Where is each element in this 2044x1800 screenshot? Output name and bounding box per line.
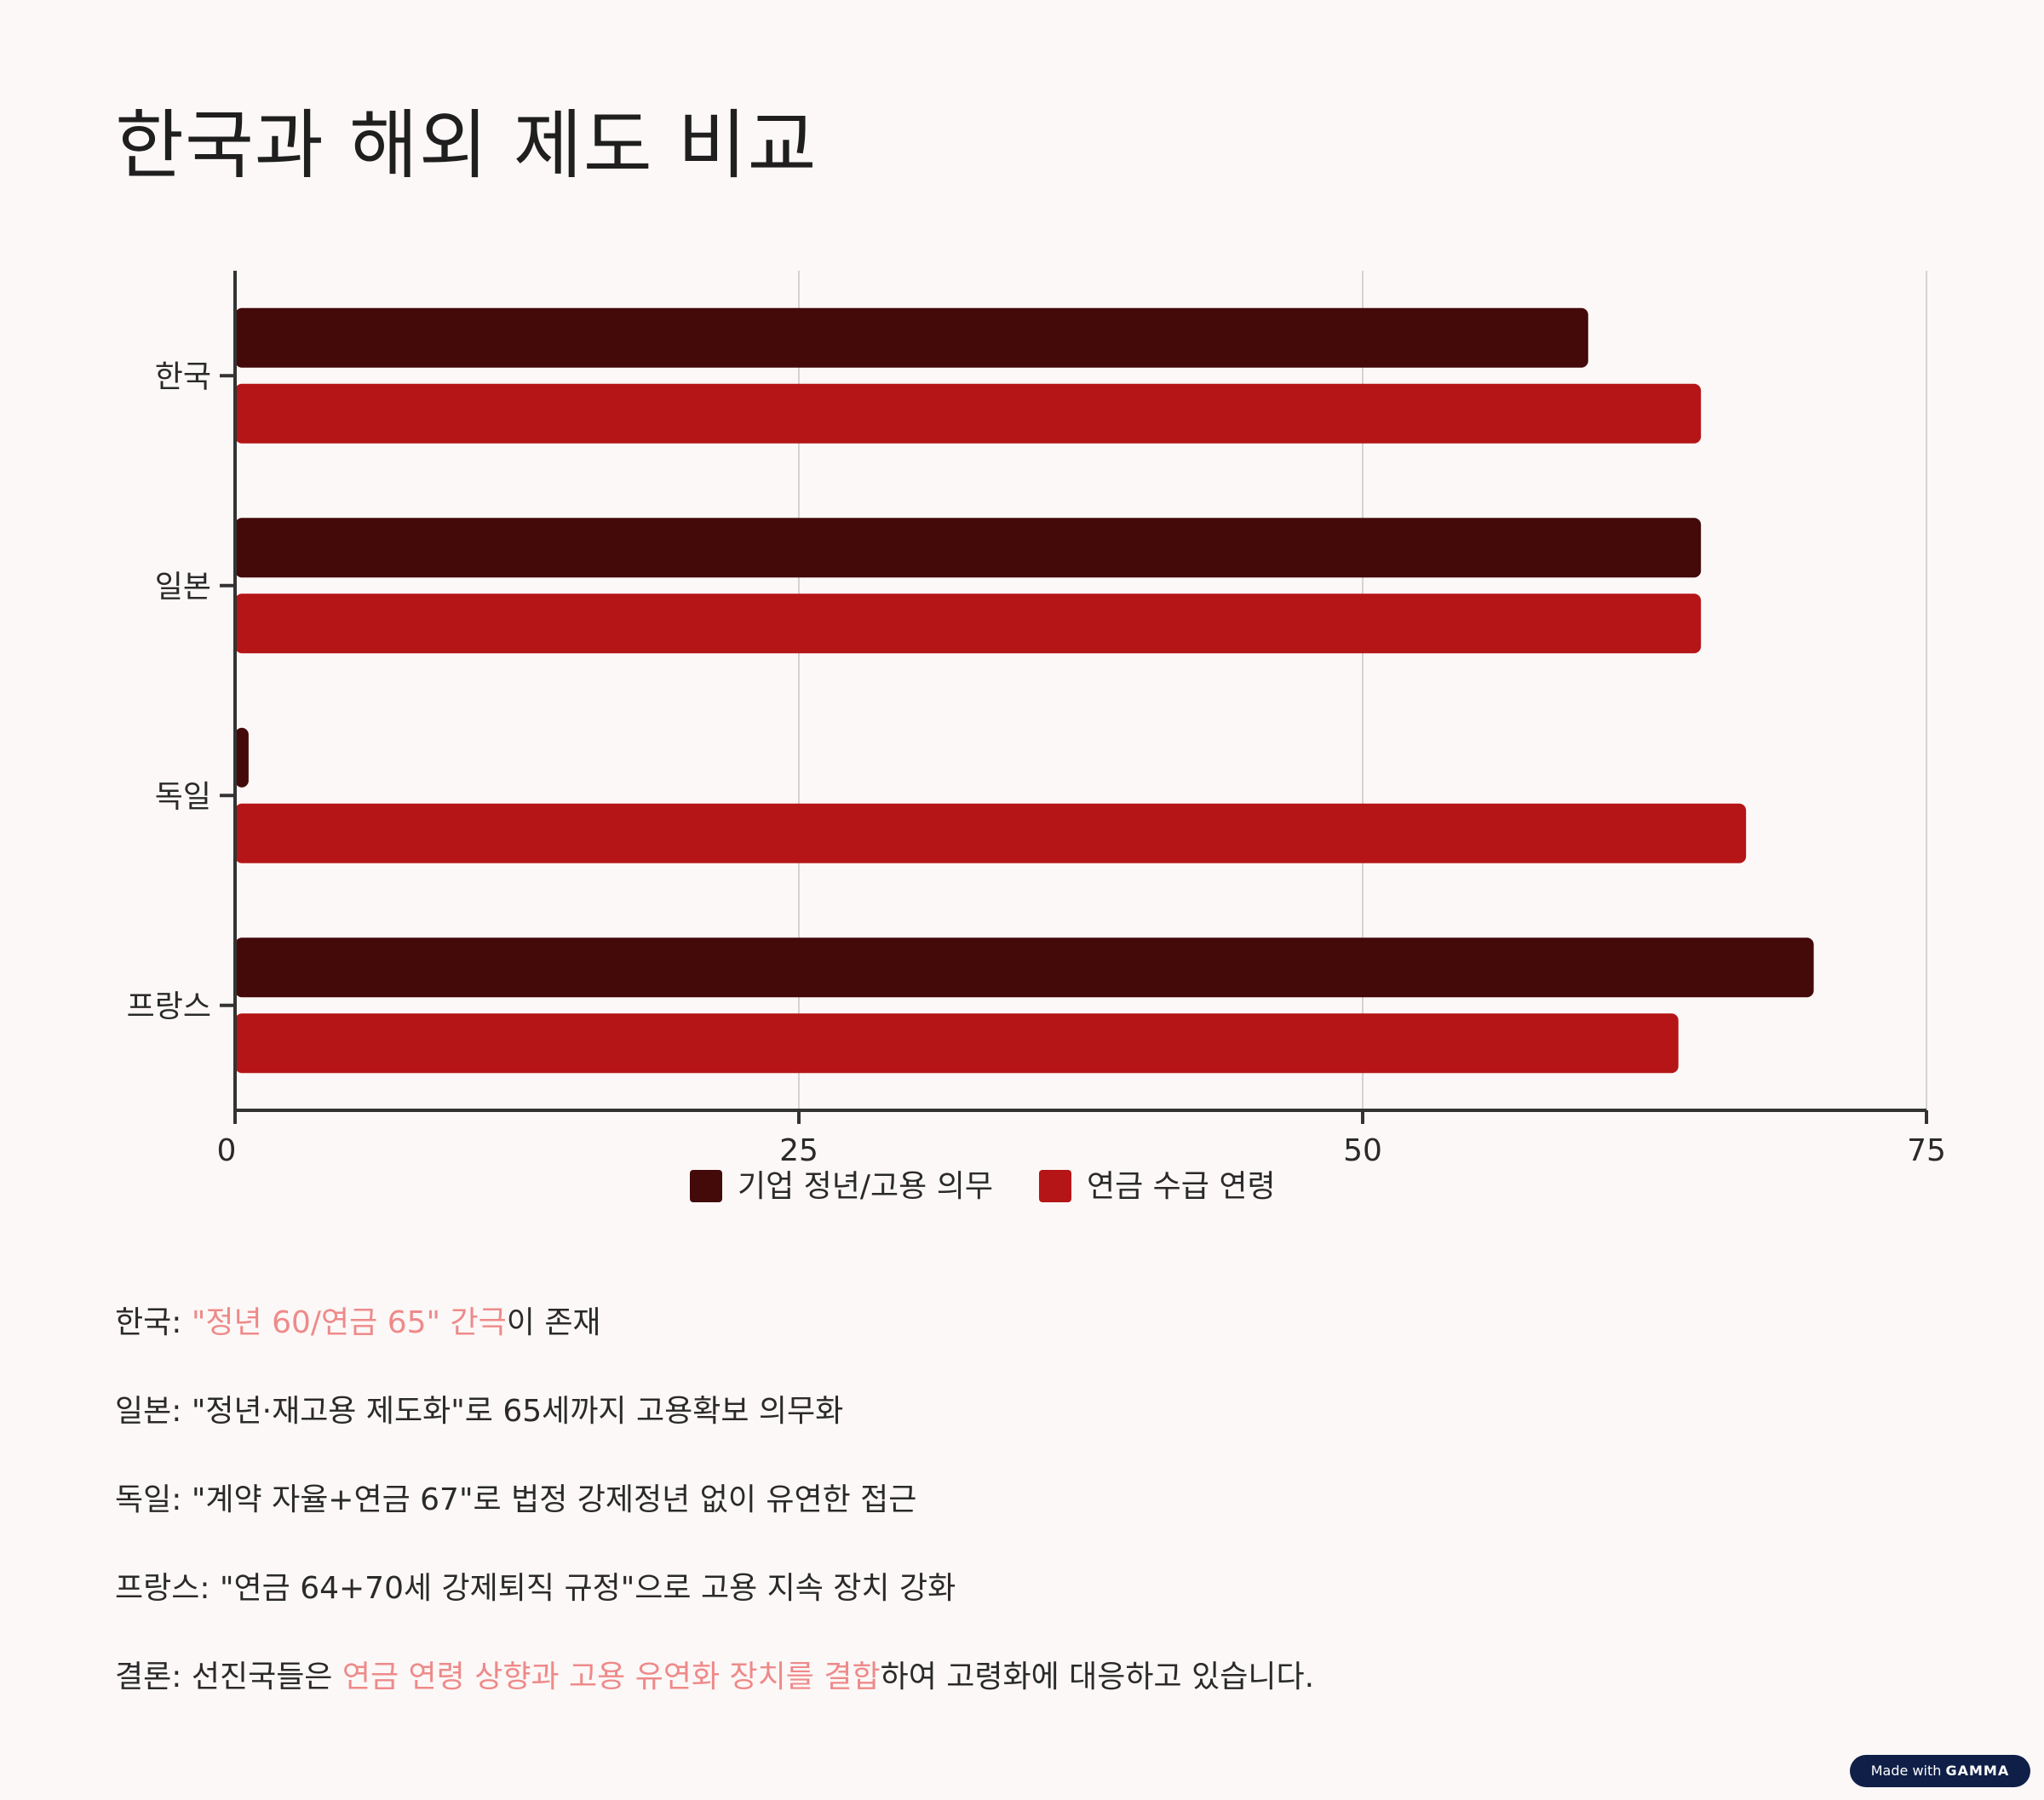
bullet-label: 독일 [115,1482,172,1517]
bullet-item: 프랑스: "연금 64+70세 강제퇴직 규정"으로 고용 지속 장치 강화 [115,1568,1989,1657]
bullet-separator: : [199,1571,220,1606]
bar-pension-2 [235,803,1747,863]
x-tick-label: 75 [1907,1133,1946,1168]
legend: 기업 정년/고용 의무 연금 수급 연령 [690,1169,1276,1204]
bar-employment-2 [235,727,249,788]
legend-swatch [690,1170,722,1202]
bullet-label: 결론 [115,1660,172,1694]
made-with-gamma-badge[interactable]: Made with GAMMA [1850,1755,2030,1787]
bullet-item: 한국: "정년 60/연금 65" 간극이 존재 [115,1303,1989,1391]
bullet-item: 결론: 선진국들은 연금 연령 상향과 고용 유연화 장치를 결합하여 고령화에… [115,1657,1989,1746]
bullet-highlight: "정년 60/연금 65" 간극 [191,1305,507,1340]
bullet-highlight: 연금 연령 상향과 고용 유연화 장치를 결합 [342,1660,881,1694]
x-tick-label: 50 [1343,1133,1382,1168]
bar-employment-0 [235,307,1588,368]
x-tick-label: 0 [217,1133,237,1168]
bar-employment-1 [235,518,1702,578]
bullet-item: 일본: "정년·재고용 제도화"로 65세까지 고용확보 의무화 [115,1391,1989,1480]
bullet-separator: : [171,1660,192,1694]
bullet-label: 프랑스 [115,1571,200,1606]
badge-made-with: Made with [1870,1763,1942,1779]
badge-brand: GAMMA [1945,1763,2010,1779]
bar-employment-3 [235,937,1814,998]
bullet-text: 선진국들은 [191,1660,342,1694]
bullet-text-end: 하여 고령화에 대응하고 있습니다. [880,1660,1315,1694]
y-tick-label: 독일 [155,779,211,814]
bullet-label: 한국 [115,1305,172,1340]
y-tick-label: 프랑스 [127,989,211,1024]
bullet-label: 일본 [115,1394,172,1429]
legend-label: 연금 수급 연령 [1087,1169,1276,1204]
bar-pension-3 [235,1013,1679,1074]
axes [220,271,1928,1124]
bullet-text: "계약 자율+연금 67"로 법정 강제정년 없이 유연한 접근 [191,1482,917,1517]
y-tick-label: 한국 [155,359,211,394]
bar-pension-0 [235,383,1702,444]
bullet-text: "연금 64+70세 강제퇴직 규정"으로 고용 지속 장치 강화 [219,1571,956,1606]
bullet-text-end: 이 존재 [506,1305,601,1340]
bullet-separator: : [171,1305,192,1340]
bar-pension-1 [235,593,1702,654]
bars [235,307,1814,1074]
legend-swatch [1039,1170,1071,1202]
bullet-separator: : [171,1394,192,1429]
bullet-item: 독일: "계약 자율+연금 67"로 법정 강제정년 없이 유연한 접근 [115,1480,1989,1568]
y-tick-label: 일본 [155,570,211,605]
bullet-separator: : [171,1482,192,1517]
bullet-text: "정년·재고용 제도화"로 65세까지 고용확보 의무화 [191,1394,844,1429]
x-tick-label: 25 [779,1133,818,1168]
summary-bullets: 한국: "정년 60/연금 65" 간극이 존재 일본: "정년·재고용 제도화"… [115,1303,1989,1746]
legend-label: 기업 정년/고용 의무 [738,1169,993,1204]
page-title: 한국과 해외 제도 비교 [115,101,818,189]
